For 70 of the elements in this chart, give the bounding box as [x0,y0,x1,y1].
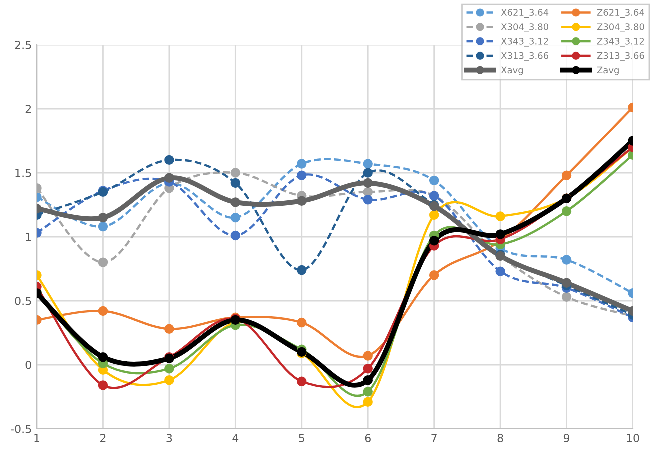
legend-label: Zavg [597,66,619,76]
point [230,230,241,241]
y-tick-label: 0.5 [15,296,32,306]
legend-label: X343_3.12 [501,38,548,47]
x-tick-label: 10 [627,434,640,442]
point [429,210,440,220]
x-tick-label: 4 [232,434,239,442]
legend-label: X304_3.80 [501,24,548,32]
x-tick-label: 3 [166,434,172,442]
point [496,266,506,276]
legend-label: Xavg [501,66,524,76]
point [297,170,307,180]
y-tick-label: 1 [26,233,32,242]
point [363,364,373,374]
point [363,159,373,169]
point [429,176,440,186]
point [562,278,572,288]
legend-label: Z621_3.64 [597,9,644,18]
y-tick-label: 1.5 [16,169,32,178]
x-tick-label: 2 [100,434,106,442]
point [429,236,440,246]
legend-label: Z304_3.80 [597,24,644,32]
point [496,212,506,222]
point [230,198,241,208]
point [363,387,373,397]
point [98,212,108,223]
point [429,270,440,280]
point [164,173,174,183]
point [363,376,373,386]
x-tick-label: 8 [498,434,504,442]
point [164,364,174,374]
legend-label: Z313_3.66 [597,52,644,62]
point [363,195,373,205]
y-tick-label: 2.5 [15,40,32,50]
legend-label: X313_3.66 [501,52,549,62]
point [297,318,307,328]
point [98,258,108,268]
point [98,306,108,316]
y-tick-label: -0.5 [11,424,32,434]
point [164,376,174,386]
point [230,168,241,178]
point [496,230,506,240]
point [164,324,174,334]
point [98,380,108,390]
legend-label: Z343_3.12 [597,38,644,47]
point [98,222,108,232]
point [562,206,572,216]
legend-label: X621_3.64 [501,9,549,18]
x-tick-label: 1 [34,434,40,442]
point [98,352,108,362]
y-tick-label: 2 [26,104,32,114]
point [297,159,307,169]
point [297,265,307,276]
point [562,255,572,265]
point [230,178,241,188]
x-tick-label: 9 [564,434,570,442]
point [363,178,373,188]
y-tick-label: 0 [26,360,32,370]
point [562,170,572,180]
point [363,397,373,407]
point [230,212,241,223]
point [164,155,174,166]
point [363,168,373,178]
x-tick-label: 6 [365,434,371,442]
point [562,292,572,302]
x-tick-label: 5 [299,434,304,442]
x-tick-label: 7 [432,434,437,442]
point [363,351,373,361]
point [297,196,307,206]
point [297,376,307,386]
